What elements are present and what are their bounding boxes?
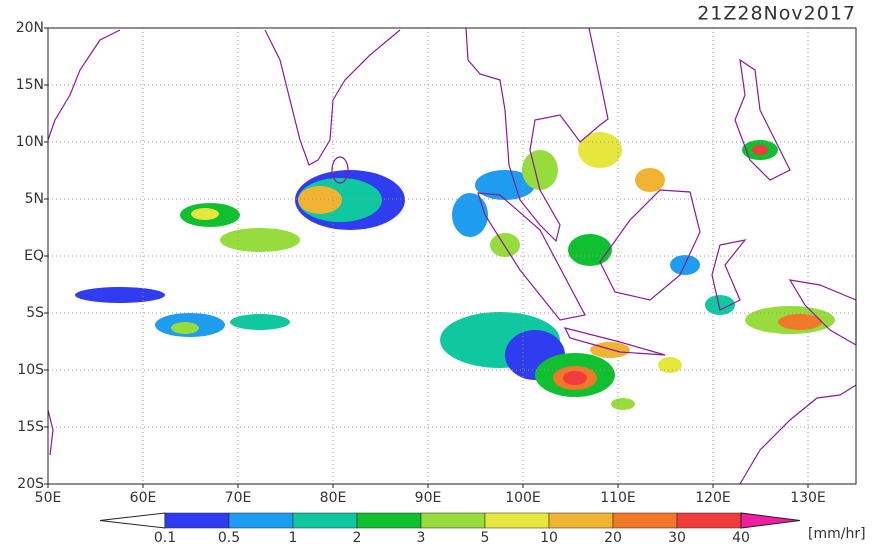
lat-label: EQ xyxy=(24,248,44,264)
colorbar-over xyxy=(740,512,801,529)
lat-label: 5N xyxy=(25,191,44,207)
colorbar-label: 20 xyxy=(604,530,622,544)
coast-madagascar xyxy=(47,409,54,456)
colorbar-segment xyxy=(292,512,358,529)
colorbar-label: 1 xyxy=(289,530,298,544)
rain-cell xyxy=(298,186,342,214)
rain-cell xyxy=(563,371,587,385)
lon-label: 110E xyxy=(600,490,636,506)
coast-sri-lanka xyxy=(331,156,349,184)
colorbar-label: 0.5 xyxy=(218,530,240,544)
colorbar: 0.1 0.5 1 2 3 5 10 20 30 40 xyxy=(99,512,801,544)
rain-cell xyxy=(230,314,290,330)
graticule xyxy=(48,28,856,484)
rain-field xyxy=(75,132,835,410)
coast-sumatra xyxy=(477,192,586,321)
coastlines xyxy=(47,27,857,485)
colorbar-segment xyxy=(612,512,678,529)
colorbar-segment xyxy=(356,512,422,529)
lat-label: 10N xyxy=(16,134,44,150)
colorbar-label: 0.1 xyxy=(154,530,176,544)
rain-cell xyxy=(75,287,165,303)
colorbar-under xyxy=(99,512,166,529)
lat-label: 10S xyxy=(17,362,44,378)
coast-philippines xyxy=(734,58,791,181)
rain-cell xyxy=(490,233,520,257)
rain-cell xyxy=(611,398,635,410)
rain-cell xyxy=(658,357,682,373)
rain-cell xyxy=(171,322,199,334)
lon-label: 100E xyxy=(505,490,541,506)
rain-cell xyxy=(590,342,630,358)
colorbar-segment xyxy=(420,512,486,529)
rain-cell xyxy=(220,228,300,252)
lon-label: 80E xyxy=(320,490,347,506)
colorbar-label: 40 xyxy=(732,530,750,544)
colorbar-label: 5 xyxy=(481,530,490,544)
rain-cell xyxy=(191,208,219,220)
colorbar-label: 2 xyxy=(353,530,362,544)
rain-cell xyxy=(752,145,768,155)
rain-cell xyxy=(522,150,558,190)
coast-india xyxy=(264,29,401,166)
rain-cell xyxy=(452,193,488,237)
lon-label: 50E xyxy=(35,490,62,506)
colorbar-segment xyxy=(548,512,614,529)
lon-label: 120E xyxy=(695,490,731,506)
colorbar-label: 3 xyxy=(417,530,426,544)
rain-cell xyxy=(578,132,622,168)
colorbar-segment xyxy=(676,512,742,529)
lat-label: 20S xyxy=(17,476,44,492)
colorbar-label: 30 xyxy=(668,530,686,544)
rain-cell xyxy=(568,234,612,266)
coast-arabia xyxy=(47,29,121,141)
colorbar-segment xyxy=(484,512,550,529)
lon-label: 70E xyxy=(225,490,252,506)
colorbar-segment xyxy=(228,512,294,529)
colorbar-segment xyxy=(164,512,230,529)
colorbar-label: 10 xyxy=(540,530,558,544)
coast-java xyxy=(563,327,666,356)
coast-borneo xyxy=(599,189,701,301)
lat-label: 20N xyxy=(16,20,44,36)
rain-cell xyxy=(778,314,822,330)
coast-australia xyxy=(739,384,857,485)
map-title: 21Z28Nov2017 xyxy=(697,3,856,25)
coast-sulawesi xyxy=(711,239,747,311)
lon-label: 90E xyxy=(415,490,442,506)
colorbar-unit: [mm/hr] xyxy=(808,526,866,542)
lon-label: 130E xyxy=(790,490,826,506)
lat-label: 5S xyxy=(26,305,44,321)
rain-cell xyxy=(475,170,535,200)
rain-cell xyxy=(635,168,665,192)
lon-label: 60E xyxy=(130,490,157,506)
coast-indochina xyxy=(465,27,609,243)
lat-label: 15N xyxy=(16,77,44,93)
lat-label: 15S xyxy=(17,419,44,435)
